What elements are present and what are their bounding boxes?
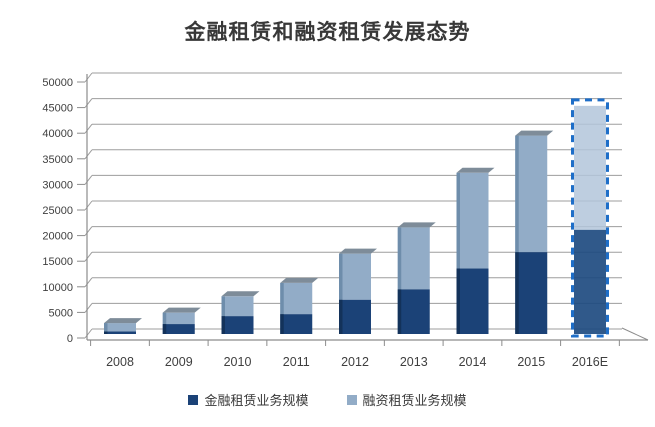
bar-side-shade-dark <box>456 268 460 334</box>
bar-top-cap <box>280 277 319 283</box>
y-tick-label: 5000 <box>49 307 73 319</box>
bar-side-shade-light <box>397 227 402 290</box>
x-tick-label: 2013 <box>400 355 428 369</box>
x-tick-label: 2014 <box>459 355 487 369</box>
bar-segment-finance-leasing <box>280 282 313 315</box>
gridline-elbow <box>84 303 93 313</box>
y-tick-label: 10000 <box>42 282 73 294</box>
bar-segment-financial-leasing <box>456 268 489 334</box>
bar-side-shade-dark <box>162 324 167 334</box>
bar-side-shade-light <box>515 135 519 253</box>
gridline-elbow <box>84 149 93 160</box>
bar-segment-financial-leasing-forecast <box>574 229 606 334</box>
bar-side-shade-dark <box>397 289 402 334</box>
y-tick-label: 30000 <box>42 179 73 191</box>
bar-segment-financial-leasing <box>221 316 254 334</box>
bar-segment-finance-leasing <box>456 172 489 269</box>
gridline-elbow <box>84 72 93 83</box>
bar-top-cap <box>162 307 201 313</box>
bar-side-shade-light <box>221 296 225 317</box>
bar-side-shade-light <box>104 323 108 332</box>
y-tick-label: 25000 <box>42 205 73 217</box>
y-tick-label: 50000 <box>42 77 73 89</box>
gridline-elbow <box>84 277 93 288</box>
bar-segment-finance-leasing <box>339 253 371 300</box>
y-tick-label: 35000 <box>42 154 73 166</box>
gridline-elbow <box>84 98 93 108</box>
bar-side-shade-dark <box>221 316 225 334</box>
bar-top-cap <box>456 167 495 173</box>
bar-segment-finance-leasing <box>397 227 430 290</box>
legend-label-finance-leasing: 融资租赁业务规模 <box>362 393 467 408</box>
x-tick-label: 2009 <box>165 355 193 369</box>
bar-top-cap <box>397 222 436 228</box>
x-tick-label: 2011 <box>283 355 310 369</box>
bar-segment-finance-leasing <box>221 296 254 317</box>
bar-side-shade-light <box>280 282 284 315</box>
bar-top-cap <box>104 318 142 324</box>
legend-item-finance-leasing: 融资租赁业务规模 <box>346 390 467 409</box>
bar-side-shade-light <box>162 312 167 325</box>
y-tick-label: 20000 <box>42 231 73 243</box>
bar-side-shade-dark <box>104 331 108 334</box>
bar-side-shade-light <box>456 172 460 269</box>
gridline-elbow <box>84 200 93 211</box>
chart-title: 金融租赁和融资租赁发展态势 <box>184 21 471 44</box>
bar-segment-finance-leasing <box>162 312 195 325</box>
bar-side-shade-dark <box>339 299 343 334</box>
x-tick-label: 2012 <box>341 355 369 369</box>
gridline-elbow <box>84 123 93 134</box>
x-tick-label: 2010 <box>224 355 252 369</box>
bar-top-cap <box>221 291 260 297</box>
legend-item-financial-leasing: 金融租赁业务规模 <box>188 390 309 409</box>
legend-swatch-financial-leasing <box>188 394 199 405</box>
legend-swatch-finance-leasing <box>346 394 357 405</box>
bar-segment-financial-leasing <box>104 331 136 334</box>
bar-segment-financial-leasing <box>397 289 430 334</box>
bar-top-cap <box>339 248 377 254</box>
forecast-dashed-outline <box>571 98 609 338</box>
x-tick-label: 2015 <box>517 355 545 369</box>
gridline-elbow <box>84 226 93 236</box>
bar-segment-financial-leasing <box>515 252 548 334</box>
floor-right-edge <box>621 327 649 341</box>
bar-side-shade-dark <box>515 252 519 334</box>
bar-top-cap <box>515 130 554 136</box>
y-tick-label: 15000 <box>42 256 73 268</box>
x-tick-label: 2008 <box>106 355 134 369</box>
gridline-elbow <box>84 251 93 262</box>
bar-segment-financial-leasing <box>339 299 371 334</box>
bar-side-shade-light <box>339 253 343 300</box>
bar-segment-finance-leasing <box>104 323 136 332</box>
gridline-elbow <box>84 328 93 339</box>
y-tick-label: 45000 <box>42 103 73 115</box>
legend-label-financial-leasing: 金融租赁业务规模 <box>204 393 309 408</box>
y-tick-label: 0 <box>67 333 73 345</box>
bar-side-shade-dark <box>280 314 284 334</box>
bar-segment-finance-leasing-forecast <box>574 105 606 230</box>
y-tick-label: 40000 <box>42 128 73 140</box>
x-tick-label: 2016E <box>572 355 608 369</box>
bar-segment-financial-leasing <box>280 314 313 334</box>
gridline-elbow <box>84 175 93 185</box>
bar-segment-financial-leasing <box>162 324 195 334</box>
chart-legend: 金融租赁业务规模 融资租赁业务规模 <box>0 390 655 409</box>
bar-segment-finance-leasing <box>515 135 548 253</box>
